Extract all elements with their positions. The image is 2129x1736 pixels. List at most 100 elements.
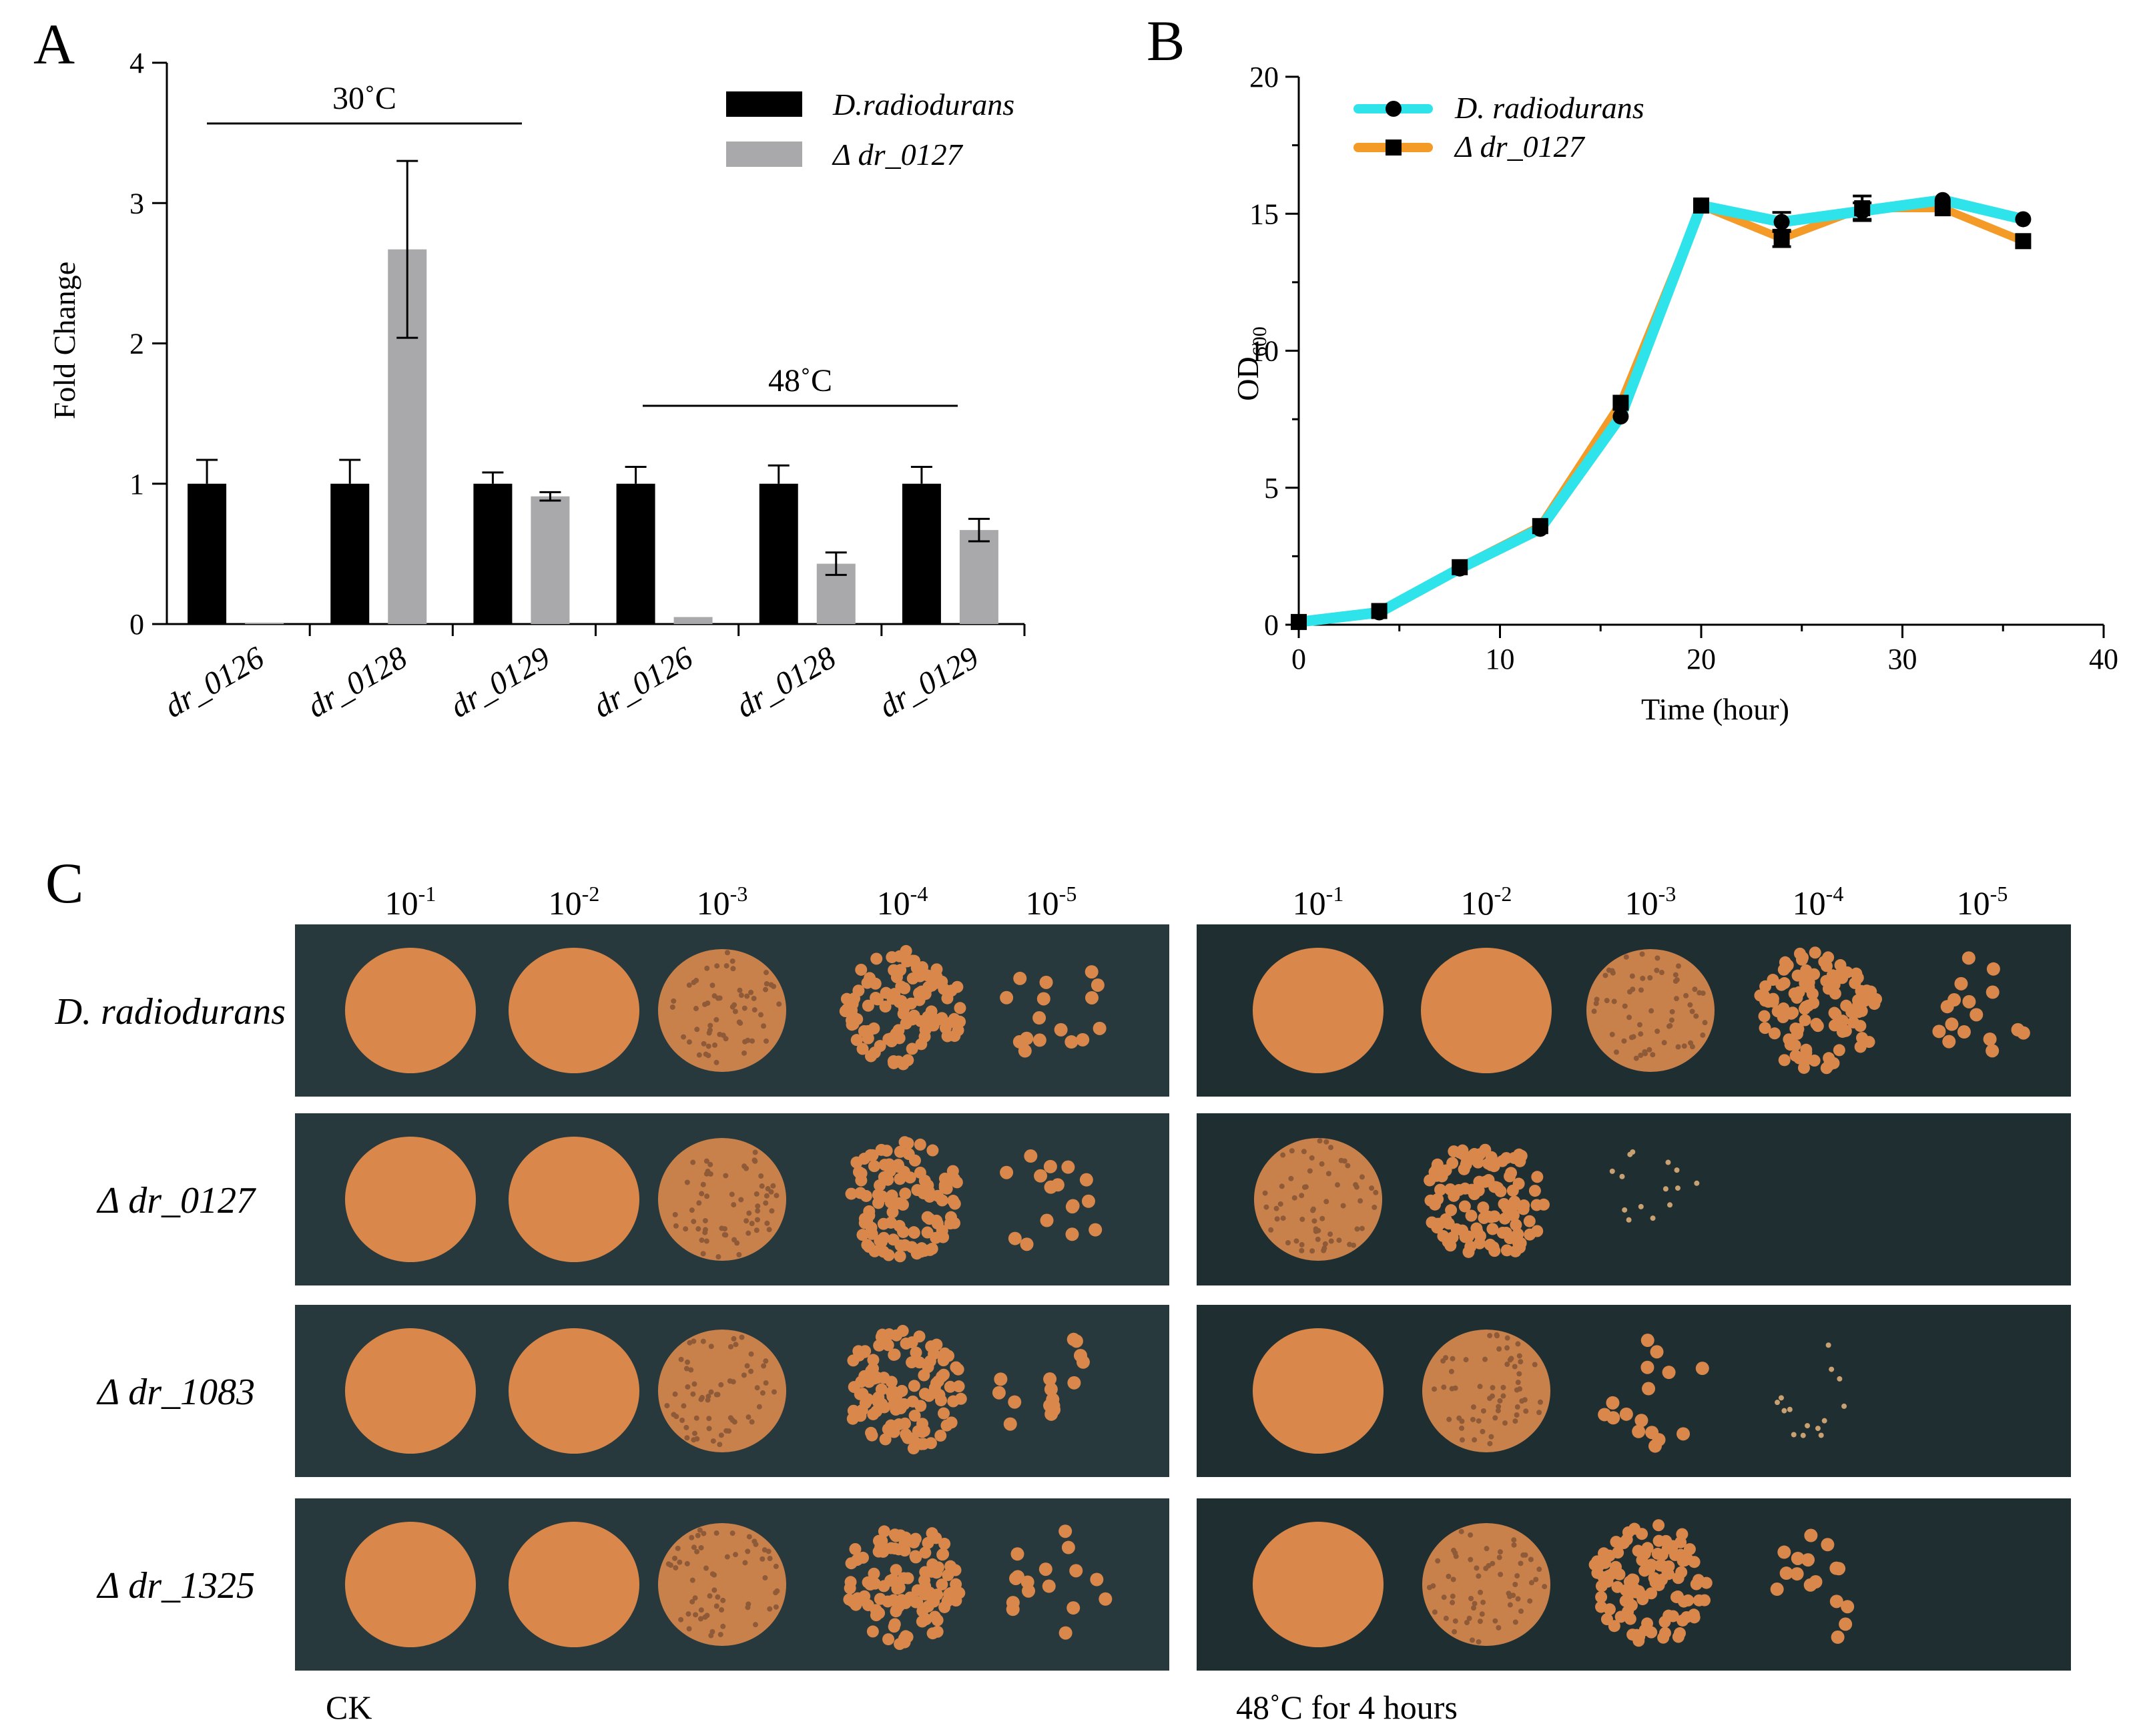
colony [868,1160,880,1173]
plates [295,924,2071,1671]
spot-texture [691,1381,697,1387]
colony [906,1043,918,1055]
spot-texture [694,1436,700,1442]
colony [1700,1576,1713,1589]
spot-texture [1500,1393,1506,1399]
spot-texture [1504,1345,1510,1351]
legend-label-mutant-b: Δ dr_0127 [1454,129,1586,164]
colony [994,1372,1008,1386]
colony [866,1149,879,1161]
spot-texture [1309,1248,1315,1254]
spot-texture [1523,1408,1529,1414]
spot-texture [705,1053,711,1059]
spot-texture [758,1173,764,1179]
spot-texture [1497,1549,1503,1555]
strain-labels: D. radiodurans Δ dr_0127 Δ dr_1083 Δ dr_132… [55,991,286,1607]
panel-letter-c: C [45,851,83,915]
spot-texture [758,1012,764,1018]
colony [1006,1596,1020,1610]
spot-dense [658,1138,786,1261]
colony [898,1572,910,1584]
colony [1067,1601,1081,1615]
colony [886,1189,898,1202]
panel-a-bars [188,160,998,624]
colony-tiny [1815,1426,1821,1432]
colony [910,1596,922,1609]
colony [1839,1617,1853,1631]
spot-texture [1633,1055,1639,1061]
spot-texture [1692,986,1698,992]
group-label: 30˚C [332,81,396,116]
colony [847,1354,860,1367]
spot-texture [1629,973,1635,979]
spot-texture [689,1207,695,1213]
colony [1801,1553,1815,1567]
colony [1593,1557,1606,1570]
colony [1032,1011,1046,1025]
spot-texture [1512,1582,1518,1588]
colony [848,1381,860,1394]
spot-texture [1450,1600,1456,1606]
spot-texture [1528,1556,1534,1562]
spot-texture [673,1564,679,1570]
bar-wild-type [902,483,941,624]
colony [1089,1223,1103,1237]
colony [1510,1219,1522,1231]
legend-label-mutant: Δ dr_0127 [832,137,964,172]
spot-texture [754,1217,760,1223]
spot-texture [762,1574,768,1580]
spot-texture [1514,1387,1520,1393]
spot-texture [751,1157,757,1163]
spot-texture [719,1225,725,1231]
spot-texture [693,1612,699,1618]
colony [900,1338,912,1350]
x-tick-label: 30 [1888,643,1917,675]
colony [902,1148,915,1161]
colony [1486,1223,1499,1235]
colony [1638,1564,1651,1577]
spot-texture [1280,1215,1286,1221]
colony [887,1055,900,1068]
spot-texture [1359,1225,1365,1231]
spot-texture [1452,1618,1458,1624]
colony [1000,990,1014,1004]
colony [1500,1152,1513,1165]
colony [1652,1519,1665,1532]
spot-texture [1675,963,1681,969]
colony [879,1433,892,1446]
spot-texture [746,1534,752,1540]
colony [866,1429,878,1442]
spot-texture [1443,1355,1449,1361]
colony [1500,1244,1513,1257]
spot-texture [693,1415,699,1421]
colony [1595,1580,1608,1593]
colony-tiny [1638,1203,1644,1209]
colony [1803,1578,1817,1592]
colony [1940,1000,1954,1014]
spot-texture [711,1587,717,1593]
colony-tiny [1818,1432,1824,1438]
spot-texture [744,993,750,999]
colony [1073,1348,1087,1362]
colony [1758,1010,1771,1023]
colony [902,1137,914,1150]
dilution-header: 10-4 [877,882,928,922]
spot-texture [675,1545,681,1551]
y-tick-label: 1 [129,468,144,501]
spot-texture [748,1368,754,1374]
spot-texture [702,1217,708,1223]
colony [1464,1240,1477,1253]
colony [1501,1202,1514,1215]
spot-texture [1449,1386,1455,1392]
colony [1954,976,1968,990]
colony [893,1032,906,1045]
colony-tiny [1775,1400,1781,1406]
colony [1640,1360,1654,1374]
colony [1640,1334,1654,1348]
colony [897,1225,910,1238]
spot-texture [1336,1237,1342,1243]
spot-texture [1450,1356,1456,1362]
colony [1784,1039,1797,1051]
dilution-header: 10-5 [1957,882,2008,922]
colony [1858,995,1871,1008]
